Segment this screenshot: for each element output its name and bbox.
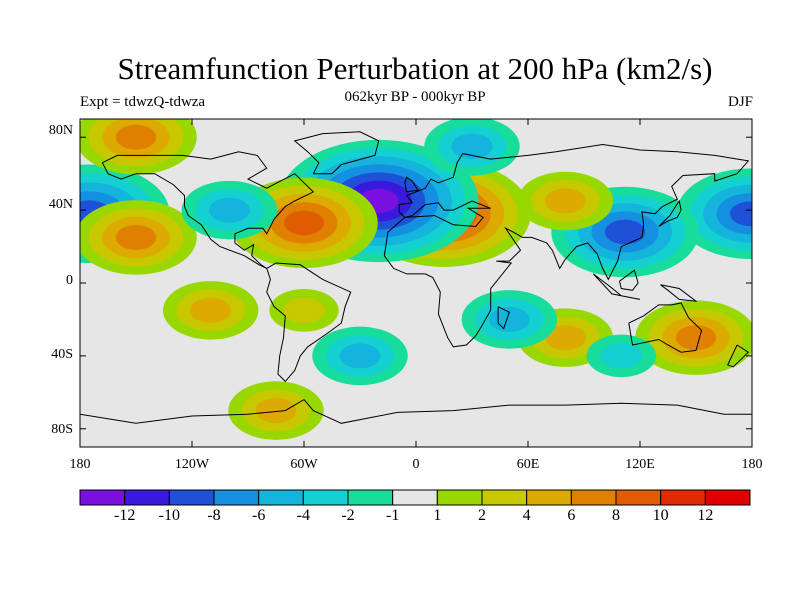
colorbar-label: -4 (296, 507, 310, 524)
contour-fill (255, 398, 297, 424)
colorbar-swatch (302, 489, 349, 506)
coastline (592, 273, 641, 300)
colorbar-label: -10 (158, 507, 180, 524)
y-tick-label: 40S (51, 347, 73, 362)
colorbar-swatch (526, 489, 572, 506)
colorbar-swatch (124, 489, 170, 506)
x-tick-label: 120W (174, 457, 210, 472)
field-anomaly (517, 171, 614, 231)
field-anomaly (312, 326, 408, 386)
colorbar-swatch (570, 489, 617, 506)
contour-fill (675, 325, 717, 351)
contour-fill (730, 201, 752, 227)
contour-fill (115, 124, 157, 150)
field-anomaly (424, 119, 520, 176)
contour-fill (283, 210, 325, 236)
colorbar-swatch (704, 489, 751, 506)
colorbar-swatch (258, 489, 304, 506)
colorbar-label: 6 (567, 507, 576, 524)
coastline (293, 131, 380, 175)
coastline (266, 262, 352, 383)
colorbar-swatch (615, 489, 662, 506)
contour-fill (208, 197, 250, 223)
coastline (660, 284, 698, 302)
coastline (619, 269, 639, 291)
coastline (383, 143, 750, 348)
chart-title: Streamfunction Perturbation at 200 hPa (… (117, 51, 713, 86)
colorbar-swatch (392, 489, 438, 506)
colorbar-label: -2 (341, 507, 355, 524)
x-tick-label: 180 (741, 457, 763, 472)
contour-fill (604, 219, 646, 245)
field-anomaly (80, 200, 197, 275)
y-tick-label: 40N (48, 197, 73, 212)
colorbar-label: 12 (697, 507, 714, 524)
colorbar-swatch (660, 489, 706, 506)
colorbar-label: 4 (522, 507, 531, 524)
colorbar-label: 10 (652, 507, 669, 524)
season-label: DJF (727, 94, 753, 110)
colorbar-label: -12 (113, 507, 136, 524)
x-tick-label: 60W (290, 457, 318, 472)
colorbar-swatch (168, 489, 215, 506)
x-tick-label: 120E (625, 457, 655, 472)
colorbar-label: 2 (478, 507, 486, 524)
contour-fill (339, 343, 381, 369)
field-anomaly (162, 281, 259, 340)
contour-fill (115, 225, 157, 250)
chart-subtitle: 062kyr BP - 000kyr BP (344, 89, 486, 105)
field-anomaly (586, 334, 657, 378)
colorbar-swatch (213, 489, 260, 506)
field-anomaly (269, 289, 339, 332)
field-anomaly (635, 300, 752, 375)
coastline (497, 306, 510, 330)
colorbar-swatch (436, 489, 483, 506)
coastline (727, 344, 750, 368)
coastline (101, 151, 315, 269)
y-tick-label: 80N (48, 123, 73, 138)
colorbar-swatch (481, 489, 528, 506)
x-tick-label: 180 (69, 457, 91, 472)
y-tick-label: 80S (51, 422, 73, 437)
contour-fill (544, 188, 586, 214)
colorbar-swatch (79, 489, 126, 506)
field-anomaly (181, 180, 278, 240)
field-anomaly (228, 381, 324, 440)
experiment-label: Expt = tdwzQ-tdwza (80, 94, 206, 110)
x-tick-label: 0 (412, 457, 420, 472)
coastline (404, 200, 491, 228)
colorbar-swatch (347, 489, 394, 506)
coastline (658, 199, 682, 227)
colorbar-label: -1 (385, 507, 400, 524)
contour-fill (451, 133, 493, 159)
field-anomaly (461, 290, 558, 349)
colorbar-label: 8 (612, 507, 620, 524)
colorbar-label: -6 (251, 507, 266, 524)
colorbar-label: -8 (207, 507, 221, 524)
contour-fill (600, 343, 643, 369)
contour-fill (488, 306, 530, 332)
field-anomaly (80, 119, 197, 175)
coastline (404, 176, 419, 193)
contour-fill (190, 297, 232, 323)
contour-fill (283, 297, 325, 324)
x-tick-label: 60E (516, 457, 540, 472)
coastline (628, 302, 703, 353)
coastline (80, 398, 752, 424)
colorbar-label: 1 (433, 507, 442, 524)
y-tick-label: 0 (66, 273, 73, 288)
contour-fill (544, 325, 586, 351)
